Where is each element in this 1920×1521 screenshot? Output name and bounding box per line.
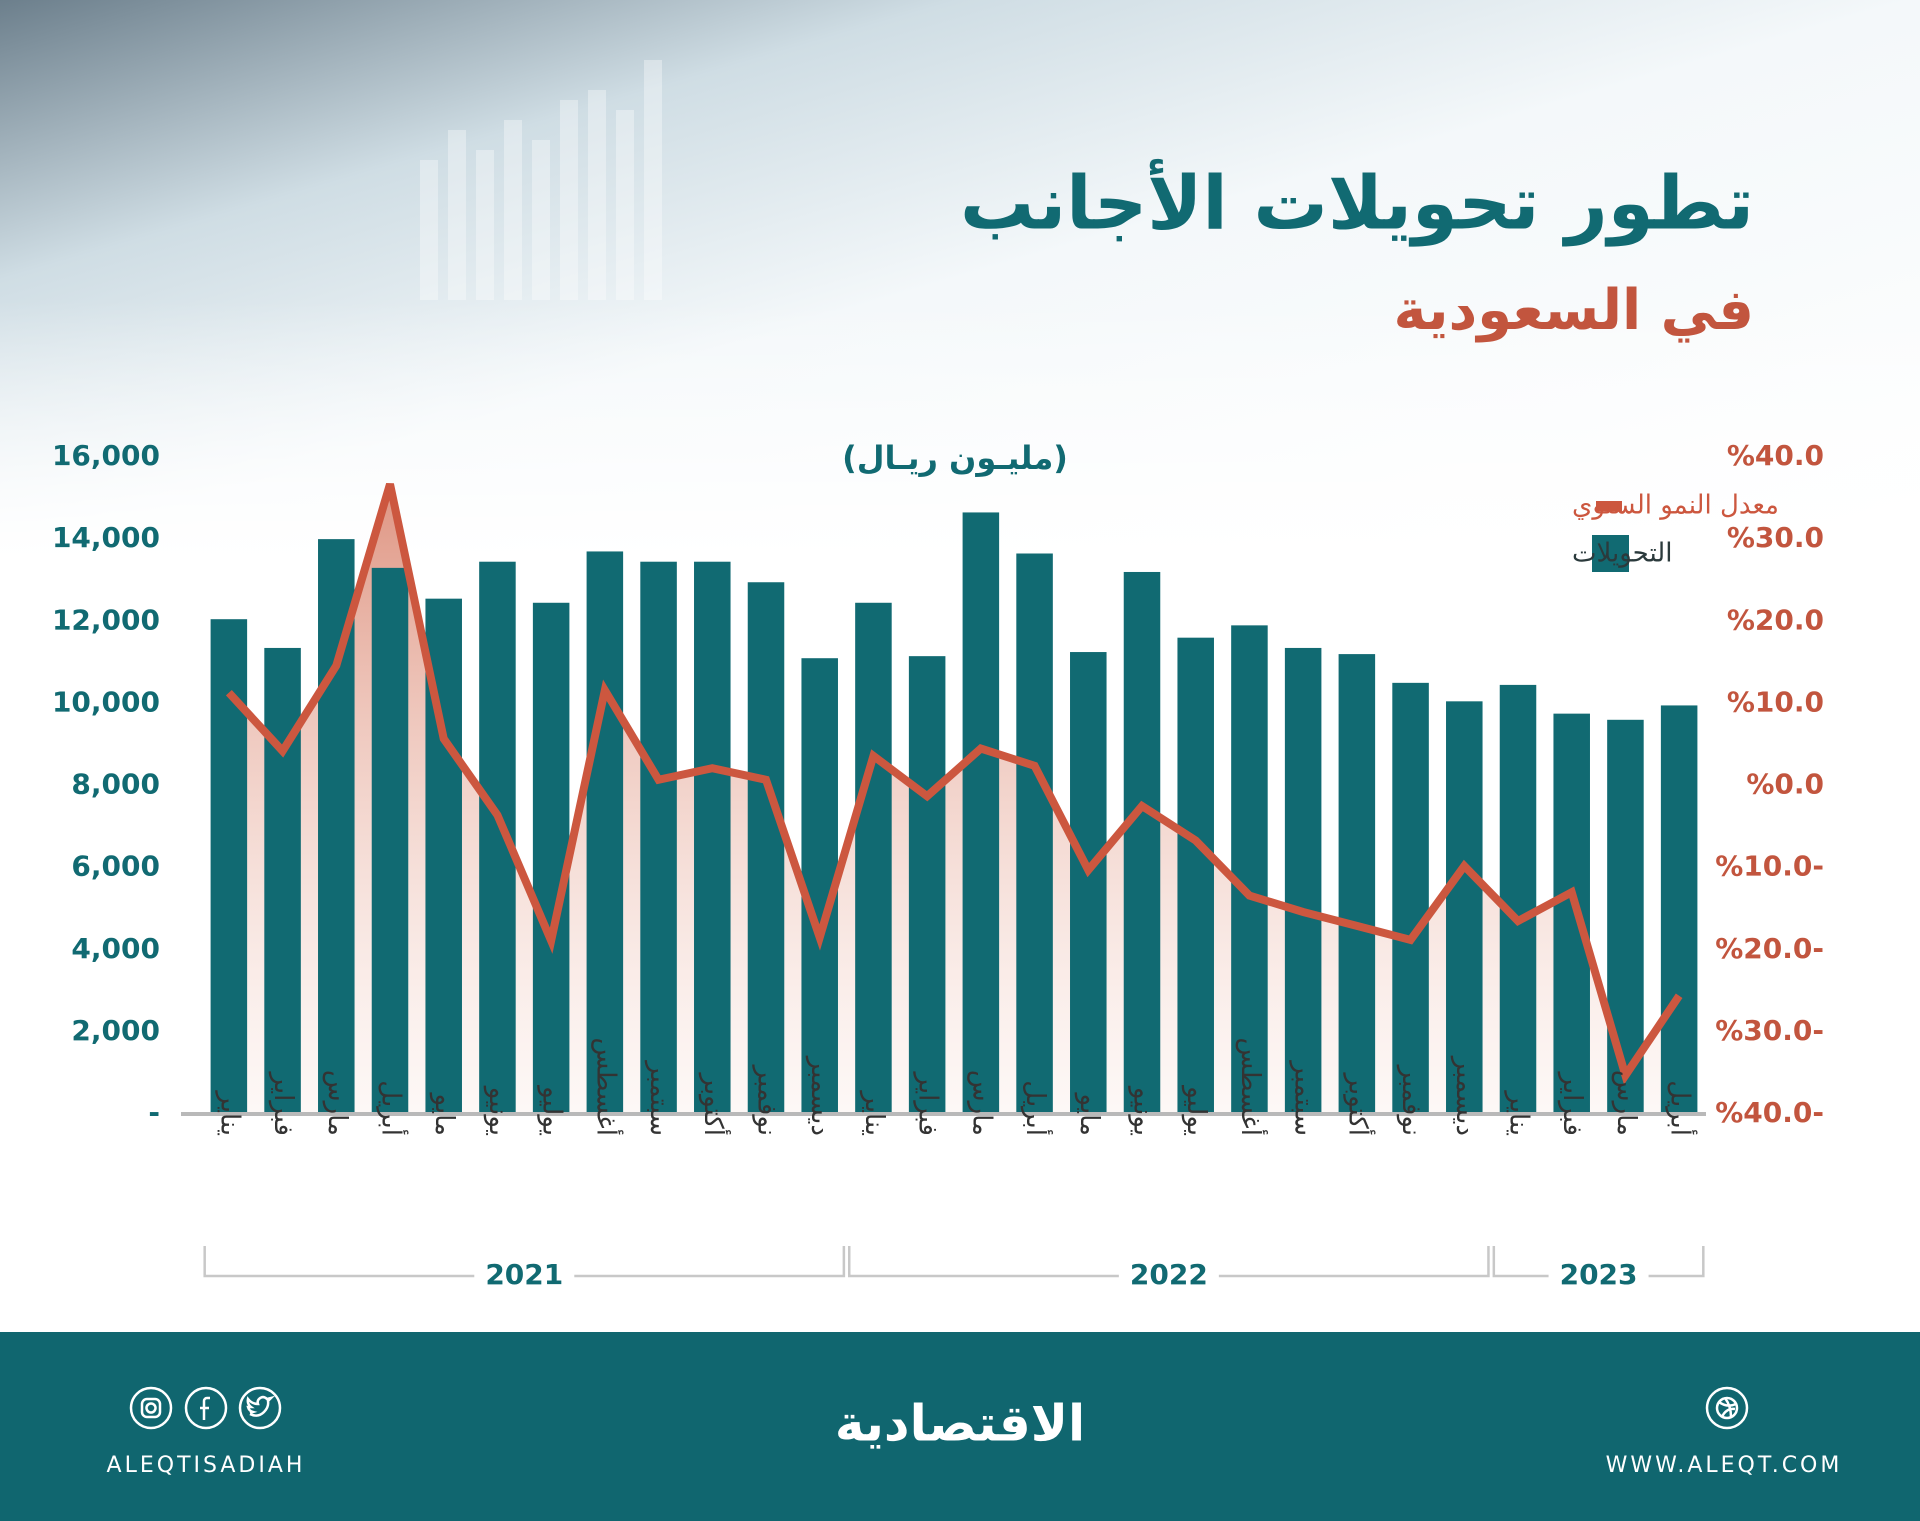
group-label: 2022 bbox=[1130, 1258, 1208, 1291]
bar bbox=[1231, 625, 1268, 1114]
y2-tick-label: %30.0- bbox=[1715, 1014, 1824, 1047]
x-tick-label: سبتمبر bbox=[644, 1059, 674, 1136]
y-tick-label: 4,000 bbox=[71, 932, 160, 965]
bar bbox=[1123, 571, 1161, 1114]
bar bbox=[532, 602, 570, 1114]
x-tick-label: يوليو bbox=[537, 1084, 567, 1136]
y-tick-label: 14,000 bbox=[52, 521, 160, 554]
y-tick-label: - bbox=[148, 1096, 160, 1129]
unit-label: (مليـون ريـال) bbox=[842, 439, 1068, 477]
legend-label: التحويلات bbox=[1572, 539, 1672, 569]
bar bbox=[640, 561, 677, 1114]
header-fade bbox=[0, 300, 1920, 560]
y-tick-label: 2,000 bbox=[71, 1014, 160, 1047]
group-label: 2023 bbox=[1560, 1258, 1638, 1291]
bar bbox=[1607, 719, 1644, 1114]
bar bbox=[1177, 637, 1214, 1114]
y-tick-label: 12,000 bbox=[52, 603, 160, 636]
bar bbox=[264, 647, 301, 1114]
x-tick-label: يوليو bbox=[1181, 1084, 1211, 1136]
bar bbox=[1016, 553, 1053, 1114]
x-tick-label: مارس bbox=[322, 1070, 352, 1136]
y-tick-label: 10,000 bbox=[52, 685, 160, 718]
x-tick-label: نوفمبر bbox=[752, 1064, 782, 1136]
y2-tick-label: %10.0 bbox=[1727, 685, 1824, 718]
chart-title: تطور تحويلات الأجانب bbox=[960, 159, 1754, 248]
x-tick-label: فبراير bbox=[1557, 1071, 1587, 1136]
bar bbox=[1284, 647, 1322, 1114]
footer-website: WWW.ALEQT.COM bbox=[1606, 1453, 1843, 1478]
x-tick-label: أغسطس bbox=[590, 1038, 624, 1137]
footer-band bbox=[0, 1332, 1920, 1521]
line bbox=[225, 482, 1683, 1085]
x-tick-label: مارس bbox=[1611, 1070, 1641, 1136]
x-tick-label: أكتوبر bbox=[698, 1072, 732, 1136]
x-tick-label: مارس bbox=[966, 1070, 996, 1136]
group-bracket bbox=[203, 1246, 846, 1278]
bar bbox=[855, 602, 892, 1114]
y2-tick-label: %0.0 bbox=[1746, 768, 1824, 801]
bar bbox=[1499, 684, 1537, 1114]
decor-bars bbox=[420, 60, 662, 300]
twitter-icon[interactable] bbox=[238, 1386, 282, 1430]
y2-tick-label: %20.0 bbox=[1727, 603, 1824, 636]
social-icons bbox=[129, 1386, 1749, 1430]
bar bbox=[1660, 705, 1698, 1114]
bar bbox=[1446, 701, 1483, 1114]
y2-tick-label: %40.0 bbox=[1727, 439, 1824, 472]
bar bbox=[1338, 654, 1376, 1114]
bar bbox=[1553, 713, 1590, 1114]
group-bracket bbox=[1492, 1246, 1705, 1278]
x-tick-label: يناير bbox=[214, 1089, 244, 1136]
legend-label: معدل النمو السنوي bbox=[1572, 491, 1779, 521]
x-tick-label: يونيو bbox=[1128, 1085, 1158, 1136]
x-tick-label: فبراير bbox=[913, 1071, 943, 1136]
x-tick-label: أبريل bbox=[1020, 1080, 1054, 1136]
bar bbox=[908, 656, 946, 1114]
x-tick-label: فبراير bbox=[268, 1071, 298, 1136]
legend-swatch bbox=[1596, 501, 1622, 511]
bar bbox=[962, 512, 1000, 1114]
y2-tick-label: %20.0- bbox=[1715, 932, 1824, 965]
bar bbox=[747, 582, 785, 1114]
footer-handle: ALEQTISADIAH bbox=[107, 1453, 306, 1478]
x-tick-label: يناير bbox=[1504, 1089, 1534, 1136]
y-tick-label: 8,000 bbox=[71, 768, 160, 801]
group-label: 2021 bbox=[485, 1258, 563, 1291]
instagram-icon[interactable] bbox=[129, 1386, 173, 1430]
y2-tick-label: %10.0- bbox=[1715, 850, 1824, 883]
x-tick-label: يناير bbox=[859, 1089, 889, 1136]
x-tick-label: أغسطس bbox=[1235, 1038, 1269, 1137]
y2-tick-label: %40.0- bbox=[1715, 1096, 1824, 1129]
x-tick-label: أكتوبر bbox=[1342, 1072, 1376, 1136]
chart-subtitle: في السعودية bbox=[1394, 278, 1754, 343]
facebook-icon[interactable] bbox=[184, 1386, 228, 1430]
bar bbox=[371, 567, 409, 1114]
bar bbox=[694, 561, 731, 1114]
x-tick-label: مايو bbox=[429, 1091, 459, 1136]
bar bbox=[1392, 682, 1429, 1114]
legend-swatch bbox=[1592, 535, 1629, 572]
x-tick-label: يونيو bbox=[483, 1085, 513, 1136]
group-bracket bbox=[848, 1246, 1490, 1278]
x-tick-label: مايو bbox=[1074, 1091, 1104, 1136]
dribbble-icon[interactable] bbox=[1705, 1386, 1749, 1430]
x-tick-label: أبريل bbox=[376, 1080, 410, 1136]
footer-logo: الاقتصادية bbox=[835, 1395, 1085, 1453]
x-tick-label: ديسمبر bbox=[1450, 1055, 1480, 1136]
x-tick-label: أبريل bbox=[1665, 1080, 1699, 1136]
y-tick-label: 6,000 bbox=[71, 850, 160, 883]
x-tick-label: ديسمبر bbox=[805, 1055, 835, 1136]
bar bbox=[1070, 652, 1107, 1114]
x-tick-label: سبتمبر bbox=[1289, 1059, 1319, 1136]
y2-tick-label: %30.0 bbox=[1727, 521, 1824, 554]
plot: - 2,000 4,000 6,000 8,000 10,000 12,000 14,000 1… bbox=[52, 439, 1824, 1291]
bar bbox=[586, 551, 624, 1114]
x-tick-label: نوفمبر bbox=[1396, 1064, 1426, 1136]
y-tick-label: 16,000 bbox=[52, 439, 160, 472]
